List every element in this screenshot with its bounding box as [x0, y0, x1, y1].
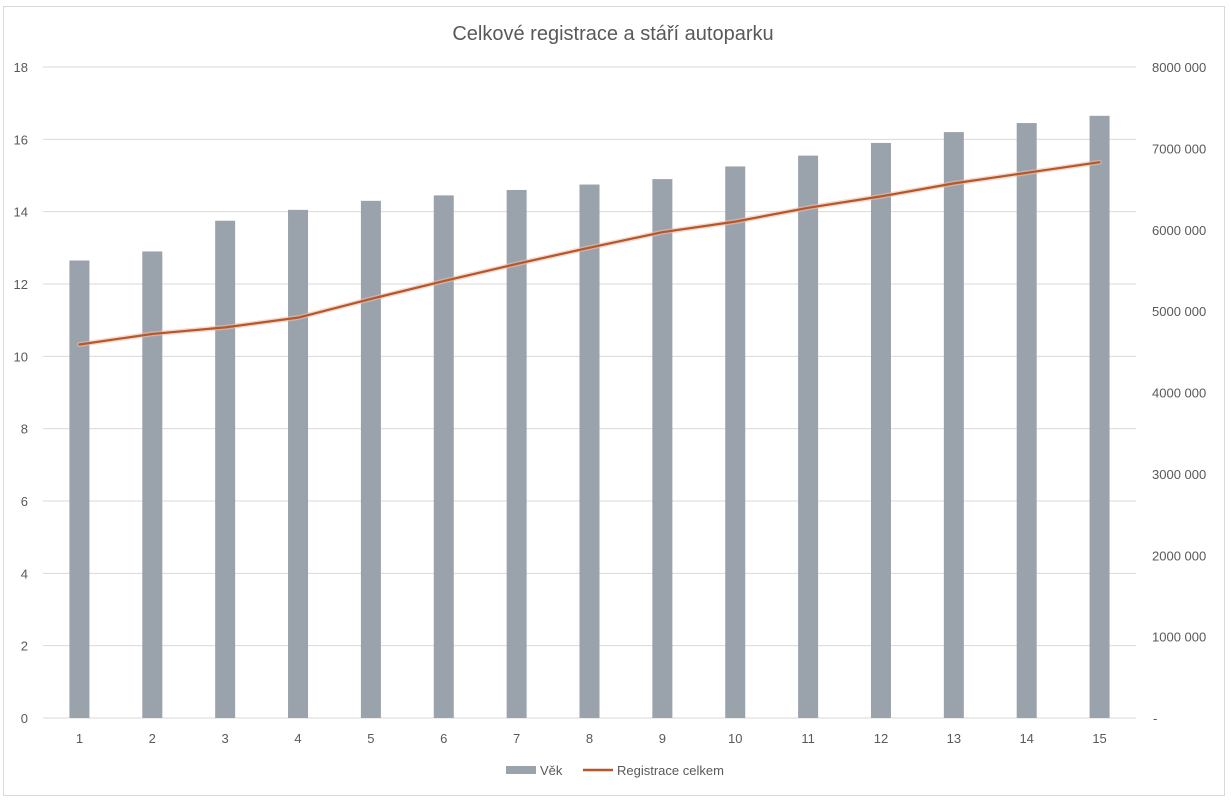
- right-axis-tick-label: 3000 000: [1152, 467, 1206, 482]
- right-axis-tick-label: 5000 000: [1152, 304, 1206, 319]
- bar: [943, 132, 964, 719]
- x-axis-tick-label: 10: [728, 731, 742, 746]
- x-axis-tick-label: 5: [367, 731, 374, 746]
- left-axis-tick-label: 4: [21, 566, 28, 581]
- left-axis-tick-label: 0: [21, 711, 28, 726]
- x-axis-tick-label: 11: [801, 731, 815, 746]
- legend-label-registrace: Registrace celkem: [617, 763, 724, 778]
- right-axis-tick-label: 4000 000: [1152, 386, 1206, 401]
- x-axis-tick-label: 1: [76, 731, 83, 746]
- bar: [288, 209, 309, 718]
- left-axis-ticks: 0 2 4 6 8 10 12 14 16 18: [14, 60, 28, 726]
- x-axis-ticks: 1 2 3 4 5 6 7 8 9 10 11 12 13 14 15: [76, 731, 1107, 746]
- bar: [579, 184, 600, 718]
- x-axis-tick-label: 6: [440, 731, 447, 746]
- bar: [870, 142, 891, 718]
- bar: [652, 179, 673, 718]
- bar: [433, 195, 454, 718]
- x-axis-tick-label: 13: [947, 731, 961, 746]
- legend-swatch-vek: [506, 766, 536, 774]
- right-axis-tick-label: 7000 000: [1152, 141, 1206, 156]
- bar: [69, 260, 90, 718]
- x-axis-tick-label: 12: [874, 731, 888, 746]
- right-axis-tick-label: 2000 000: [1152, 548, 1206, 563]
- x-axis-tick-label: 4: [294, 731, 301, 746]
- left-axis-tick-label: 14: [14, 205, 28, 220]
- legend: Věk Registrace celkem: [506, 763, 724, 778]
- right-axis-tick-label: 1000 000: [1152, 630, 1206, 645]
- left-axis-tick-label: 12: [14, 277, 28, 292]
- x-axis-tick-label: 7: [513, 731, 520, 746]
- bar: [1016, 123, 1037, 718]
- bar: [215, 220, 236, 719]
- right-axis-ticks: - 1000 000 2000 000 3000 000 4000 000 5000 00…: [1152, 60, 1206, 726]
- chart-title: Celkové registrace a stáří autoparku: [452, 23, 773, 45]
- right-axis-tick-label: 6000 000: [1152, 223, 1206, 238]
- x-axis-tick-label: 8: [586, 731, 593, 746]
- bar: [142, 251, 163, 718]
- left-axis-tick-label: 16: [14, 132, 28, 147]
- bar-series-vek: [69, 115, 1110, 719]
- bar: [725, 166, 746, 719]
- x-axis-tick-label: 2: [149, 731, 156, 746]
- right-axis-tick-label: -: [1153, 711, 1157, 726]
- bar: [506, 189, 527, 718]
- x-axis-tick-label: 14: [1019, 731, 1033, 746]
- left-axis-tick-label: 6: [21, 494, 28, 509]
- x-axis-tick-label: 15: [1092, 731, 1106, 746]
- legend-label-vek: Věk: [540, 763, 563, 778]
- left-axis-tick-label: 10: [14, 349, 28, 364]
- right-axis-tick-label: 8000 000: [1152, 60, 1206, 75]
- line-series-registrace: [76, 159, 1103, 347]
- left-axis-tick-label: 2: [21, 639, 28, 654]
- x-axis-tick-label: 9: [659, 731, 666, 746]
- series-line: [78, 161, 1101, 346]
- bar: [798, 155, 819, 718]
- x-axis-tick-label: 3: [222, 731, 229, 746]
- left-axis-tick-label: 8: [21, 422, 28, 437]
- bar: [1089, 115, 1110, 718]
- left-axis-tick-label: 18: [14, 60, 28, 75]
- bar: [360, 200, 381, 719]
